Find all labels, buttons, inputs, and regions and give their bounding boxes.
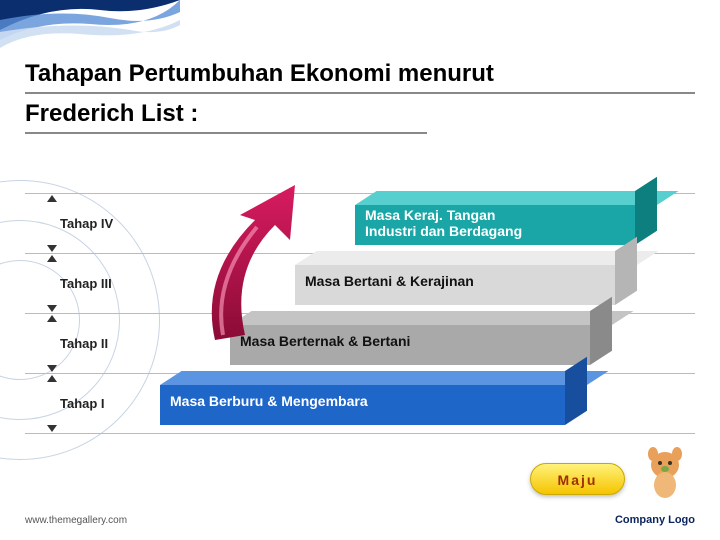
mascot-icon	[640, 445, 690, 500]
footer-url: www.themegallery.com	[25, 515, 127, 526]
step-4: Masa Keraj. Tangan Industri dan Berdagan…	[355, 205, 635, 245]
staircase-diagram: Tahap IV Tahap III Tahap II Tahap I Masa…	[25, 175, 695, 465]
step-top	[355, 191, 679, 205]
corner-wave-decoration	[0, 0, 180, 60]
title-line-1: Tahapan Pertumbuhan Ekonomi menurut	[25, 60, 695, 94]
arrowhead-down-icon	[47, 425, 57, 432]
arrowhead-up-icon	[47, 315, 57, 322]
step-top	[295, 251, 659, 265]
step-1: Masa Berburu & Mengembara	[160, 385, 565, 425]
arrowhead-up-icon	[47, 195, 57, 202]
step-3-label: Masa Bertani & Kerajinan	[305, 273, 474, 289]
arrowhead-down-icon	[47, 245, 57, 252]
slide-title: Tahapan Pertumbuhan Ekonomi menurut Fred…	[25, 60, 695, 134]
title-line-2: Frederich List :	[25, 100, 427, 134]
step-4-label: Masa Keraj. Tangan Industri dan Berdagan…	[365, 207, 522, 239]
arrowhead-up-icon	[47, 375, 57, 382]
step-2-label: Masa Berternak & Bertani	[240, 333, 410, 349]
step-side	[635, 177, 657, 245]
step-2: Masa Berternak & Bertani	[230, 325, 590, 365]
maju-button[interactable]: Maju	[530, 463, 625, 495]
arrowhead-down-icon	[47, 365, 57, 372]
step-side	[615, 237, 637, 305]
step-3: Masa Bertani & Kerajinan	[295, 265, 615, 305]
step-top	[230, 311, 634, 325]
step-side	[565, 357, 587, 425]
step-side	[590, 297, 612, 365]
guide-line	[25, 433, 695, 434]
arrowhead-down-icon	[47, 305, 57, 312]
stage-label-1: Tahap I	[60, 393, 105, 413]
company-logo-text: Company Logo	[615, 514, 695, 526]
stage-label-4: Tahap IV	[60, 213, 113, 233]
step-1-label: Masa Berburu & Mengembara	[170, 393, 368, 409]
stage-label-2: Tahap II	[60, 333, 108, 353]
arrowhead-up-icon	[47, 255, 57, 262]
stage-label-3: Tahap III	[60, 273, 112, 293]
step-top	[160, 371, 609, 385]
